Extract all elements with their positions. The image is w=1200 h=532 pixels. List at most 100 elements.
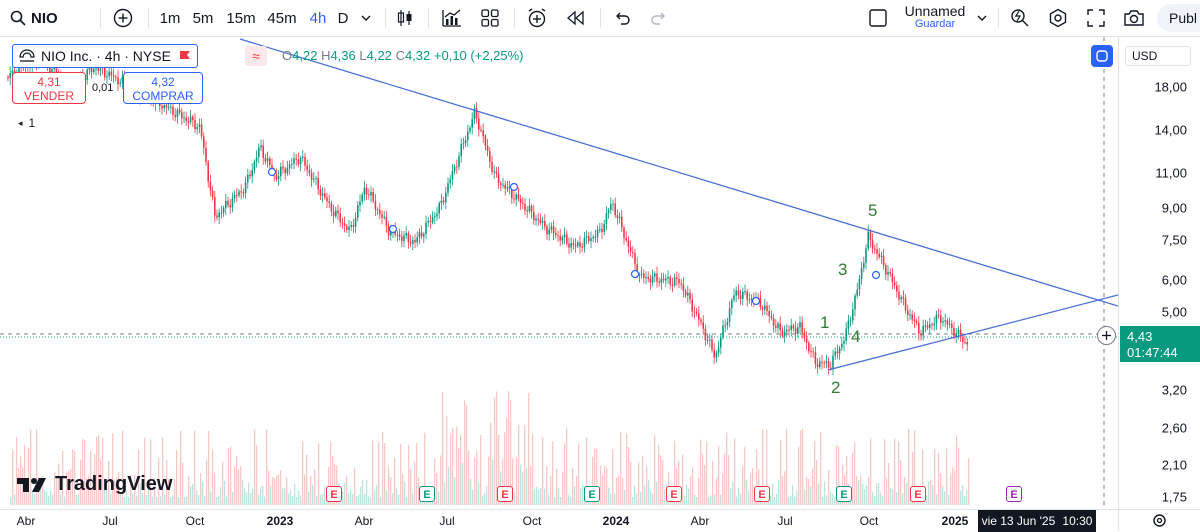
candle-body bbox=[911, 314, 913, 320]
earnings-event[interactable]: E bbox=[497, 486, 513, 502]
redo-button[interactable] bbox=[647, 0, 671, 36]
candle-body bbox=[275, 174, 278, 180]
chart-sync-button[interactable] bbox=[1091, 45, 1113, 67]
volume-bar bbox=[138, 449, 140, 505]
volume-bar bbox=[846, 455, 848, 505]
volume-bar bbox=[772, 484, 774, 505]
volume-bar bbox=[784, 471, 786, 505]
interval-dropdown[interactable] bbox=[358, 0, 374, 36]
candle-body bbox=[372, 192, 374, 201]
earnings-event[interactable]: E bbox=[754, 486, 770, 502]
chart-settings-button[interactable] bbox=[1118, 509, 1200, 531]
dividend-event[interactable]: E bbox=[584, 486, 600, 502]
interval-1d[interactable]: D bbox=[337, 9, 349, 27]
chart-pane[interactable] bbox=[0, 37, 1118, 509]
candle-body bbox=[106, 76, 108, 78]
candle-body bbox=[519, 198, 522, 204]
candle-body bbox=[341, 222, 344, 224]
volume-bar bbox=[870, 438, 872, 505]
candle-body bbox=[284, 168, 286, 174]
interval-5m[interactable]: 5m bbox=[192, 9, 214, 27]
chart-type-button[interactable] bbox=[394, 0, 416, 36]
price-tick: 11,00 bbox=[1155, 165, 1187, 181]
candle-body bbox=[387, 225, 390, 236]
undo-button[interactable] bbox=[610, 0, 634, 36]
upcoming-earnings-event[interactable]: E bbox=[1006, 486, 1022, 502]
compare-waves-icon[interactable]: ≈ bbox=[245, 46, 267, 66]
price-tick: 2,60 bbox=[1161, 420, 1187, 436]
symbol-legend[interactable]: NIO Inc. · 4h · NYSE bbox=[12, 44, 198, 68]
candle-body bbox=[955, 333, 957, 337]
candle-body bbox=[761, 307, 764, 310]
quantity-field[interactable]: ◂ 1 bbox=[12, 113, 48, 133]
volume-bar bbox=[232, 492, 234, 505]
volume-bar bbox=[514, 491, 516, 505]
price-axis[interactable]: USD 18,00 14,00 11,00 9,00 7,50 6,00 5,0… bbox=[1118, 37, 1200, 509]
candle-body bbox=[830, 367, 832, 369]
indicators-button[interactable] bbox=[440, 0, 464, 36]
candle-body bbox=[420, 232, 423, 237]
layout-checkbox[interactable] bbox=[866, 0, 890, 36]
volume-bar bbox=[210, 491, 212, 505]
earnings-event[interactable]: E bbox=[910, 486, 926, 502]
candle-body bbox=[629, 246, 632, 252]
fullscreen-button[interactable] bbox=[1084, 0, 1108, 36]
volume-bar bbox=[578, 443, 580, 505]
volume-bar bbox=[160, 496, 162, 505]
candle-body bbox=[849, 320, 852, 322]
publish-button[interactable]: Publ bbox=[1157, 4, 1200, 32]
volume-bar bbox=[368, 496, 370, 505]
dividend-event[interactable]: E bbox=[419, 486, 435, 502]
settings-button[interactable] bbox=[1046, 0, 1070, 36]
volume-bar bbox=[940, 473, 942, 505]
interval-4h[interactable]: 4h bbox=[309, 9, 327, 27]
candle-body bbox=[222, 208, 225, 213]
candle-body bbox=[898, 291, 900, 300]
quick-search-button[interactable] bbox=[1008, 0, 1032, 36]
templates-button[interactable] bbox=[478, 0, 502, 36]
volume-bar bbox=[732, 481, 734, 505]
volume-bar bbox=[222, 461, 224, 505]
tradingview-logo[interactable]: TradingView bbox=[17, 473, 172, 496]
interval-15m[interactable]: 15m bbox=[226, 9, 256, 27]
layout-dropdown[interactable] bbox=[974, 0, 990, 36]
earnings-event[interactable]: E bbox=[666, 486, 682, 502]
volume-bar bbox=[372, 440, 374, 505]
dividend-event[interactable]: E bbox=[836, 486, 852, 502]
volume-bar bbox=[44, 490, 46, 505]
candle-body bbox=[209, 181, 212, 191]
volume-bar bbox=[298, 491, 300, 505]
buy-button[interactable]: 4,32 COMPRAR bbox=[123, 72, 203, 104]
alert-button[interactable] bbox=[525, 0, 549, 36]
earnings-event[interactable]: E bbox=[326, 486, 342, 502]
candle-body bbox=[240, 191, 242, 193]
volume-bar bbox=[324, 485, 326, 505]
interval-1m[interactable]: 1m bbox=[159, 9, 181, 27]
sell-button[interactable]: 4,31 VENDER bbox=[12, 72, 86, 104]
interval-45m[interactable]: 45m bbox=[267, 9, 297, 27]
candle-body bbox=[964, 342, 966, 343]
add-price-button[interactable] bbox=[1097, 326, 1116, 345]
volume-bar bbox=[798, 446, 800, 505]
volume-bar bbox=[468, 450, 470, 505]
volume-bar bbox=[882, 496, 884, 505]
candle-body bbox=[255, 157, 258, 162]
replay-button[interactable] bbox=[564, 0, 588, 36]
candle-body bbox=[880, 255, 883, 257]
candle-body bbox=[174, 114, 176, 117]
snapshot-button[interactable] bbox=[1121, 0, 1147, 36]
current-price: 4,43 bbox=[1127, 329, 1153, 344]
volume-bar bbox=[444, 482, 446, 505]
currency-select[interactable]: USD bbox=[1125, 46, 1191, 66]
rewind-icon bbox=[567, 10, 584, 26]
volume-bar bbox=[344, 482, 346, 505]
volume-bar bbox=[580, 487, 582, 505]
time-axis[interactable]: Abr Jul Oct 2023 Abr Jul Oct 2024 Abr Ju… bbox=[0, 509, 1118, 532]
compare-symbol-button[interactable] bbox=[110, 0, 136, 36]
candle-body bbox=[572, 243, 575, 245]
volume-bar bbox=[936, 494, 938, 505]
candle-body bbox=[860, 267, 863, 279]
symbol-search[interactable]: NIO bbox=[10, 0, 70, 36]
volume-bar bbox=[700, 439, 702, 505]
layout-name-button[interactable]: Unnamed Guardar bbox=[898, 0, 972, 36]
